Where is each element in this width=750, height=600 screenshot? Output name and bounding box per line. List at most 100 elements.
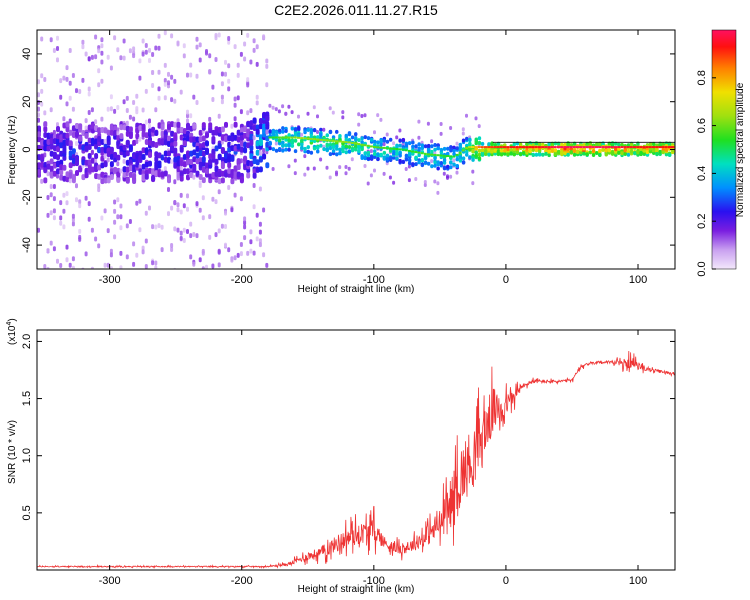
heatmap-cell [233, 192, 237, 198]
snr-y-tick-label: 1.5 [21, 391, 33, 406]
heatmap-cell [309, 130, 314, 135]
heatmap-cell [154, 142, 159, 148]
heatmap-cell [103, 127, 108, 134]
heatmap-cell [154, 151, 159, 158]
heatmap-cell [284, 147, 288, 152]
heatmap-cell [236, 164, 241, 171]
heatmap-cell [106, 228, 110, 234]
heatmap-cell [274, 148, 279, 153]
heatmap-cell [122, 55, 126, 61]
heatmap-cell [442, 158, 447, 163]
heatmap-cell [293, 171, 297, 176]
heatmap-cell [258, 150, 262, 156]
heatmap-cell [192, 94, 196, 100]
heatmap-cell [43, 132, 48, 138]
heatmap-cell [671, 146, 674, 149]
heatmap-cell [217, 262, 221, 268]
heatmap-cell [417, 151, 421, 154]
heatmap-cell [300, 145, 304, 150]
heatmap-cell [430, 159, 434, 164]
heatmap-cell [119, 124, 124, 131]
heatmap-cell [65, 191, 69, 197]
heatmap-cell [303, 130, 307, 135]
heatmap-cell [366, 156, 371, 161]
heatmap-cell [293, 130, 298, 135]
heatmap-cell [236, 143, 241, 150]
heatmap-cell [214, 35, 218, 41]
heatmap-cells [37, 30, 675, 269]
heatmap-cell [357, 112, 361, 117]
heatmap-cell [208, 69, 212, 75]
heatmap-cell [499, 148, 504, 153]
heatmap-cell [515, 146, 519, 149]
heatmap-cell [94, 143, 99, 150]
heatmap-cell [363, 135, 367, 140]
heatmap-cell [90, 107, 94, 113]
colorbar-tick-label: 0.8 [696, 70, 708, 85]
heatmap-cell [170, 74, 174, 80]
heatmap-cell [274, 141, 278, 146]
heatmap-cell [186, 72, 189, 78]
heatmap-cell [205, 162, 209, 169]
heatmap-cell [125, 159, 130, 166]
heatmap-cell [652, 148, 656, 153]
heatmap-cell [103, 177, 108, 184]
heatmap-cell [293, 127, 298, 132]
heatmap-cell [62, 224, 66, 230]
heatmap-cell [87, 144, 92, 150]
heatmap-cell [591, 153, 596, 157]
heatmap-cell [122, 171, 127, 178]
heatmap-cell [59, 174, 64, 181]
heatmap-cell [433, 147, 437, 152]
heatmap-cell [262, 148, 266, 153]
heatmap-cell [420, 163, 425, 168]
heatmap-cell [407, 152, 412, 157]
heatmap-cell [43, 121, 48, 128]
heatmap-cell [360, 156, 364, 160]
heatmap-cell [376, 157, 380, 162]
heatmap-cell [138, 75, 142, 81]
heatmap-cell [255, 212, 259, 218]
heatmap-cell [236, 171, 241, 178]
heatmap-cell [90, 227, 94, 233]
heatmap-cell [474, 150, 478, 155]
heatmap-cell [122, 166, 127, 173]
heatmap-cell [97, 68, 101, 74]
heatmap-cell [208, 159, 213, 165]
heatmap-cell [75, 141, 78, 146]
heatmap-cell [176, 160, 181, 167]
heatmap-cell [87, 166, 92, 173]
heatmap-cell [119, 203, 123, 209]
heatmap-cell [604, 148, 608, 153]
heatmap-cell [71, 221, 75, 227]
heatmap-cell [103, 161, 108, 168]
heatmap-cell [59, 159, 64, 166]
heatmap-cell [37, 131, 41, 138]
heatmap-cell [252, 172, 257, 179]
heatmap-cell [151, 126, 156, 133]
heatmap-cell [128, 48, 132, 54]
heatmap-cell [620, 151, 624, 156]
heatmap-cell [135, 106, 139, 112]
heatmap-cell [246, 110, 250, 116]
heatmap-cell [182, 140, 187, 147]
heatmap-cell [233, 145, 238, 152]
heatmap-cell [249, 239, 253, 245]
heatmap-cell [249, 120, 254, 127]
heatmap-cell [236, 252, 240, 258]
heatmap-cell [458, 151, 462, 154]
heatmap-cell [103, 208, 107, 214]
heatmap-cell [379, 142, 383, 147]
heatmap-cell [452, 162, 456, 167]
heatmap-cell [116, 105, 120, 110]
heatmap-cell [71, 213, 75, 219]
heatmap-cell [37, 106, 40, 112]
heatmap-cell [224, 121, 228, 128]
heatmap-cell [252, 204, 256, 210]
heatmap-cell [373, 146, 376, 148]
heatmap-cell [208, 116, 212, 122]
heatmap-cell [103, 138, 107, 144]
heatmap-cell [499, 146, 503, 149]
heatmap-cell [233, 102, 237, 108]
heatmap-cell [56, 35, 59, 41]
